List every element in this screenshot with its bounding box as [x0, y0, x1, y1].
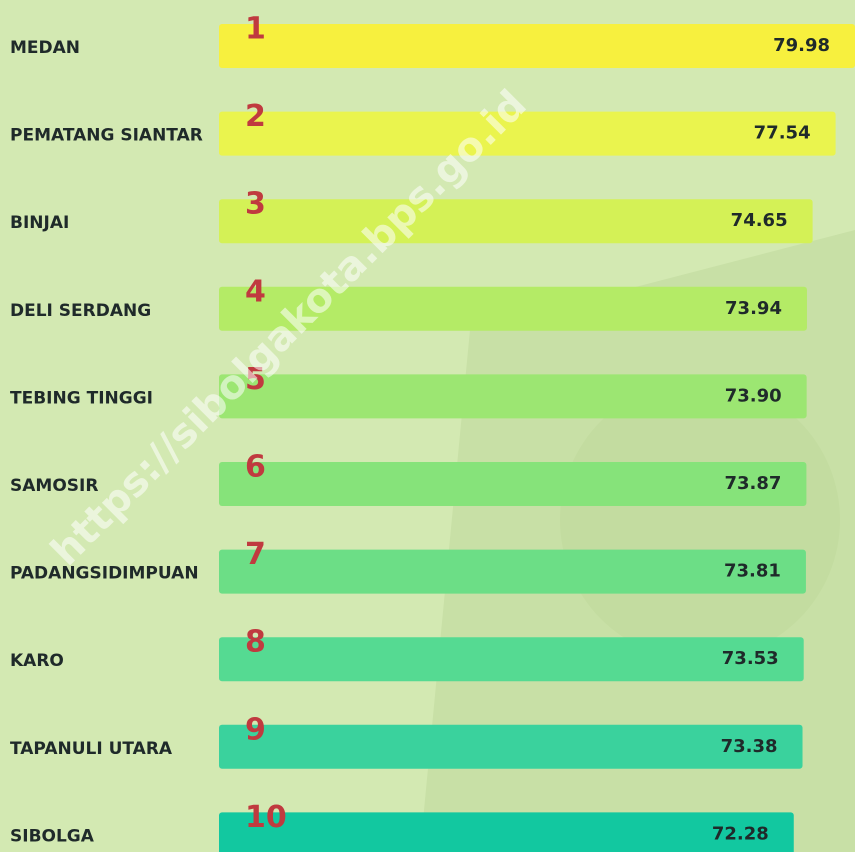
- rank-label: 8: [245, 625, 266, 660]
- bar: [219, 550, 806, 594]
- bar: [219, 725, 803, 769]
- category-label: DELI SERDANG: [10, 301, 151, 321]
- category-label: TEBING TINGGI: [10, 388, 153, 408]
- value-label: 79.98: [773, 35, 830, 56]
- value-label: 73.38: [721, 736, 778, 757]
- chart: 79.98 MEDAN 1 77.54 PEMATANG SIANTAR 2 74.65 BI…: [0, 0, 855, 852]
- value-label: 74.65: [731, 210, 788, 231]
- value-label: 73.87: [724, 473, 781, 494]
- rank-label: 1: [245, 12, 266, 47]
- bar: [219, 24, 855, 68]
- category-label: PADANGSIDIMPUAN: [10, 564, 199, 584]
- value-label: 73.81: [724, 561, 781, 582]
- category-label: SAMOSIR: [10, 476, 98, 496]
- page: 79.98 MEDAN 1 77.54 PEMATANG SIANTAR 2 74.65 BI…: [0, 0, 855, 852]
- rank-label: 3: [245, 187, 266, 222]
- rank-label: 9: [245, 712, 266, 747]
- background-figure: [560, 380, 840, 660]
- category-label: BINJAI: [10, 213, 69, 233]
- rank-label: 10: [245, 800, 287, 835]
- category-label: KARO: [10, 651, 64, 671]
- rank-label: 4: [245, 274, 266, 309]
- value-label: 73.94: [725, 298, 782, 319]
- rank-label: 2: [245, 99, 266, 134]
- value-label: 72.28: [712, 823, 769, 844]
- value-label: 73.90: [725, 385, 782, 406]
- bar: [219, 462, 806, 506]
- rank-label: 6: [245, 450, 266, 485]
- bar: [219, 637, 804, 681]
- bar: [219, 199, 813, 243]
- bar: [219, 812, 794, 852]
- value-label: 73.53: [722, 648, 779, 669]
- bar: [219, 374, 807, 418]
- value-label: 77.54: [754, 123, 811, 144]
- category-label: SIBOLGA: [10, 826, 95, 846]
- category-label: MEDAN: [10, 38, 80, 58]
- category-label: TAPANULI UTARA: [10, 739, 173, 759]
- rank-label: 7: [245, 537, 266, 572]
- category-label: PEMATANG SIANTAR: [10, 126, 203, 146]
